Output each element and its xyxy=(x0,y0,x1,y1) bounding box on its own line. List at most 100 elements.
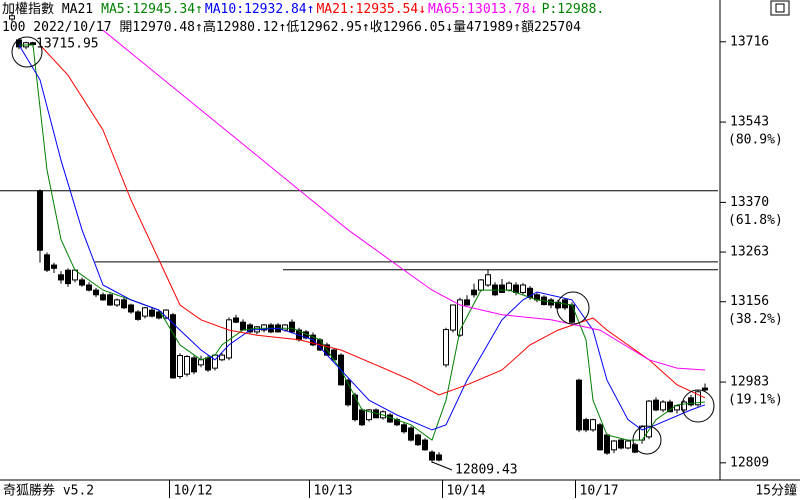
candle-body xyxy=(464,299,470,306)
candle-body xyxy=(604,434,610,454)
candle-body xyxy=(632,444,638,453)
candle-body xyxy=(520,284,526,293)
candle-body xyxy=(51,264,57,269)
footer-left: 奇狐勝券 v5.2 xyxy=(3,483,94,499)
candle-body xyxy=(282,324,288,331)
candle-body xyxy=(149,309,155,317)
candle-body xyxy=(58,274,64,281)
candle-body xyxy=(16,39,22,48)
header-line: 加權指數 MA21 MA5:12945.34↑ MA10:12932.84↑ MA21… xyxy=(2,1,718,19)
candle-body xyxy=(205,357,211,371)
fib-label: (80.9%) xyxy=(728,133,783,148)
ma-line xyxy=(39,44,706,399)
highlight-circle xyxy=(632,425,662,455)
candle-body xyxy=(184,356,190,375)
y-tick-label: 12983 xyxy=(730,375,769,390)
candle-body xyxy=(611,440,617,451)
y-tick-label: 13543 xyxy=(730,115,769,130)
x-tick-label: 10/17 xyxy=(580,484,619,499)
fib-label: (19.1%) xyxy=(728,393,783,408)
annotation-leader xyxy=(431,461,453,471)
window-button[interactable] xyxy=(770,0,790,16)
candle-body xyxy=(681,401,687,411)
candle-body xyxy=(618,439,624,449)
candle-body xyxy=(107,294,113,306)
candle-body xyxy=(422,439,428,451)
candle-body xyxy=(625,440,631,449)
candle-body xyxy=(226,319,232,359)
x-tick-label: 10/12 xyxy=(174,484,213,499)
candle-body xyxy=(191,357,197,373)
candle-body xyxy=(499,284,505,293)
candle-body xyxy=(366,409,372,421)
legend: MA5:12945.34↑ MA10:12932.84↑ MA21:12935.54… xyxy=(101,2,539,17)
candle-body xyxy=(233,317,239,323)
fib-label: (38.2%) xyxy=(728,312,783,327)
candle-body xyxy=(9,15,15,20)
candle-body xyxy=(135,311,141,320)
candle-body xyxy=(352,394,358,421)
candle-body xyxy=(597,424,603,451)
candle-body xyxy=(450,304,456,331)
candle-body xyxy=(219,354,225,361)
legend-entry: MA10:12932.84↑ xyxy=(204,2,315,17)
candle-body xyxy=(653,399,659,411)
candle-body xyxy=(401,424,407,433)
candle-body xyxy=(471,289,477,296)
candle-body xyxy=(86,284,92,291)
candle-body xyxy=(128,304,134,313)
ma-line xyxy=(102,29,706,371)
candle-body xyxy=(142,307,148,317)
candle-body xyxy=(569,304,575,323)
candle-body xyxy=(576,379,582,431)
footer-right: 15分鐘 xyxy=(755,483,797,499)
ma-line xyxy=(19,44,706,441)
ma-line xyxy=(18,44,706,431)
candle-body xyxy=(667,401,673,413)
candle-body xyxy=(177,355,183,377)
candle-body xyxy=(79,279,85,286)
candle-body xyxy=(261,324,267,331)
candle-body xyxy=(457,299,463,336)
highlight-circle xyxy=(681,389,715,423)
candle-body xyxy=(289,321,295,333)
title: 加權指數 MA21 xyxy=(2,2,94,17)
candle-body xyxy=(443,329,449,366)
y-tick-label: 13156 xyxy=(730,294,769,309)
y-tick-label: 13263 xyxy=(730,245,769,260)
candle-body xyxy=(331,349,337,361)
legend-entry: MA21:12935.54↓ xyxy=(316,2,427,17)
annotation: 12809.43 xyxy=(455,463,518,478)
x-tick-label: 10/13 xyxy=(314,484,353,499)
candle-body xyxy=(170,314,176,379)
legend-entry: MA65:13013.78↓ xyxy=(428,2,538,17)
candle-body xyxy=(436,454,442,461)
candle-body xyxy=(513,284,519,293)
candle-body xyxy=(408,427,414,441)
candle-body xyxy=(93,289,99,296)
candle-body xyxy=(485,274,491,286)
window-icon xyxy=(775,3,785,13)
candle-body xyxy=(121,299,127,309)
candle-body xyxy=(240,321,246,331)
candle-body xyxy=(506,282,512,291)
highlight-circle xyxy=(11,36,43,68)
candle-body xyxy=(590,419,596,431)
candle-body xyxy=(688,397,694,406)
candle-body xyxy=(583,419,589,431)
candle-body xyxy=(660,401,666,411)
candle-body xyxy=(674,405,680,411)
plot xyxy=(0,12,718,463)
extra-label: P:12988. xyxy=(541,2,605,17)
annotation: 13715.95 xyxy=(36,37,99,52)
candle-body xyxy=(100,294,106,301)
y-tick-label: 13716 xyxy=(730,34,769,49)
candle-body xyxy=(44,254,50,271)
candle-body xyxy=(114,299,120,306)
candle-body xyxy=(212,354,218,369)
fib-label: (61.8%) xyxy=(728,213,783,228)
info-line: 100 2022/10/17 開12970.48↑高12980.12↑低1296… xyxy=(2,20,581,35)
candle-body xyxy=(702,387,708,391)
x-tick-label: 10/14 xyxy=(447,484,486,499)
